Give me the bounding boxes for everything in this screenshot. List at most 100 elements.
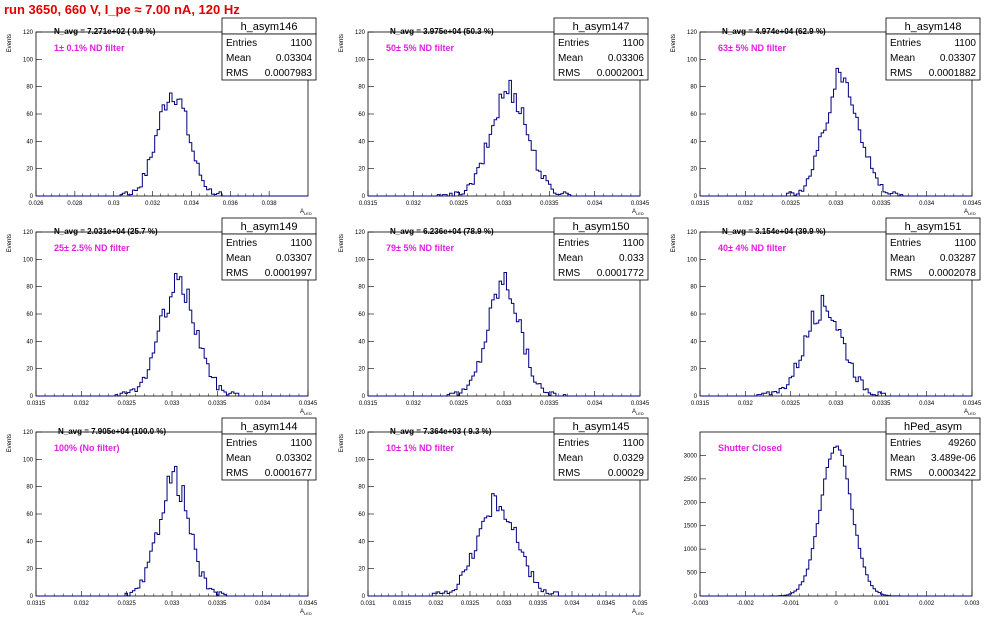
x-tick-label: 0.0325 <box>461 601 480 607</box>
stats-label-entries: Entries <box>558 38 589 49</box>
x-tick-label: 0.033 <box>496 401 512 407</box>
x-tick-label: 0.0315 <box>359 401 378 407</box>
x-tick-label: 0.0345 <box>631 401 650 407</box>
x-axis-label: ALED <box>964 209 976 216</box>
filter-label: 100% (No filter) <box>54 443 120 453</box>
stats-value-rms: 0.0001677 <box>265 468 313 479</box>
histogram-line <box>36 272 308 397</box>
x-axis-label: ALED <box>300 409 312 416</box>
y-axis-label: Events <box>339 34 345 52</box>
stats-label-mean: Mean <box>226 253 251 264</box>
x-tick-label: 0.0325 <box>781 201 800 207</box>
y-axis-label: Events <box>671 34 677 52</box>
histogram-h_asym144: 0 20 40 60 80 100 120 0.0315 0.032 0.0325 0.033 0.0… <box>7 417 318 616</box>
histogram-h_asym146: 0 20 40 60 80 100 120 0.026 0.028 0.03 0.032 0.034 0… <box>7 17 317 216</box>
x-tick-label: 0.0325 <box>449 401 468 407</box>
stats-box: h_asym150 Entries 1100 Mean 0.033 RMS 0.000177… <box>553 217 649 281</box>
x-tick-label: 0.0335 <box>540 401 559 407</box>
y-tick-label: 40 <box>26 339 33 345</box>
stats-value-entries: 1100 <box>622 238 644 249</box>
y-axis-label: Events <box>339 434 345 452</box>
y-axis-label: Events <box>7 234 13 252</box>
x-tick-label: 0.0335 <box>872 201 891 207</box>
histogram-line <box>368 271 640 397</box>
histogram-h_asym150: 0 20 40 60 80 100 120 0.0315 0.032 0.0325 0.033 0.0… <box>339 217 650 416</box>
x-tick-label: 0.003 <box>964 601 980 607</box>
stats-label-entries: Entries <box>890 238 921 249</box>
stats-value-mean: 0.03306 <box>608 53 645 64</box>
y-tick-label: 40 <box>26 139 33 145</box>
x-tick-label: 0.0335 <box>208 401 227 407</box>
y-tick-label: 120 <box>355 230 366 236</box>
x-tick-label: 0.0315 <box>393 601 412 607</box>
stats-label-entries: Entries <box>226 438 257 449</box>
x-axis-label-main: A <box>300 609 304 615</box>
stats-value-rms: 0.0007983 <box>265 68 313 79</box>
x-tick-label: 0.0315 <box>691 201 710 207</box>
y-tick-label: 60 <box>26 112 33 118</box>
stats-box: h_asym148 Entries 1100 Mean 0.03307 RMS 0.0001… <box>885 17 981 81</box>
stats-box: h_asym146 Entries 1100 Mean 0.03304 RMS 0.0007… <box>221 17 317 81</box>
stats-label-rms: RMS <box>226 468 249 479</box>
filter-label: 50± 5% ND filter <box>386 43 454 53</box>
histogram-hPed_asym: 0 500 1000 1500 2000 2500 3000 -0.003 -0.002 -0.0… <box>684 417 981 607</box>
stats-value-mean: 0.03287 <box>940 253 977 264</box>
x-axis-label: ALED <box>632 209 644 216</box>
x-tick-label: 0.0325 <box>117 601 136 607</box>
histogram-line <box>368 493 640 597</box>
y-tick-label: 100 <box>687 257 698 263</box>
stats-label-mean: Mean <box>558 453 583 464</box>
stats-box: h_asym144 Entries 1100 Mean 0.03302 RMS 0.0001… <box>221 417 317 481</box>
stats-label-entries: Entries <box>226 38 257 49</box>
n-avg-label: N_avg = 7.364e+03 ( 9.3 %) <box>390 427 492 436</box>
x-tick-label: 0.0345 <box>597 601 616 607</box>
stats-label-mean: Mean <box>890 453 915 464</box>
x-tick-label: 0.034 <box>587 401 603 407</box>
y-tick-label: 500 <box>687 571 698 577</box>
y-axis-label: Events <box>339 234 345 252</box>
x-tick-label: 0.034 <box>255 601 271 607</box>
histogram-name: h_asym145 <box>573 421 630 433</box>
y-tick-label: 100 <box>23 257 34 263</box>
histogram-h_asym149: 0 20 40 60 80 100 120 0.0315 0.032 0.0325 0.033 0.0… <box>7 217 318 416</box>
x-tick-label: 0.032 <box>406 201 422 207</box>
x-tick-label: 0.002 <box>919 601 935 607</box>
stats-value-entries: 1100 <box>290 438 312 449</box>
histogram-h_asym148: 0 20 40 60 80 100 120 0.0315 0.032 0.0325 0.033 0.0… <box>671 17 982 216</box>
x-tick-label: 0.034 <box>587 201 603 207</box>
filter-label: 79± 5% ND filter <box>386 243 454 253</box>
x-tick-label: 0.032 <box>738 201 754 207</box>
x-tick-label: 0.001 <box>874 601 890 607</box>
n-avg-label: N_avg = 2.031e+04 (25.7 %) <box>54 227 158 236</box>
stats-body <box>885 233 981 281</box>
filter-label: 25± 2.5% ND filter <box>54 243 130 253</box>
histogram-line <box>700 294 972 397</box>
stats-value-rms: 0.0002078 <box>929 268 977 279</box>
y-tick-label: 100 <box>355 257 366 263</box>
stats-value-mean: 0.0329 <box>613 453 644 464</box>
x-tick-label: -0.003 <box>691 601 709 607</box>
y-tick-label: 2500 <box>684 477 698 483</box>
x-axis-label-main: A <box>964 209 968 215</box>
n-avg-label: N_avg = 4.974e+04 (62.9 %) <box>722 27 826 36</box>
x-axis-label: ALED <box>632 409 644 416</box>
histogram-name: h_asym147 <box>573 21 630 33</box>
stats-label-mean: Mean <box>890 53 915 64</box>
histogram-line <box>36 92 308 197</box>
stats-value-rms: 0.0001882 <box>929 68 977 79</box>
x-tick-label: 0.031 <box>360 601 376 607</box>
y-tick-label: 120 <box>23 230 34 236</box>
y-tick-label: 80 <box>26 85 33 91</box>
stats-value-mean: 0.03302 <box>276 453 313 464</box>
x-tick-label: 0.0315 <box>27 601 46 607</box>
y-tick-label: 0 <box>30 594 34 600</box>
x-axis-label-main: A <box>632 609 636 615</box>
x-axis-label-sub: LED <box>304 611 312 616</box>
y-tick-label: 40 <box>690 139 697 145</box>
x-tick-label: 0.034 <box>564 601 580 607</box>
filter-label: 10± 1% ND filter <box>386 443 454 453</box>
n-avg-label: N_avg = 7.905e+04 (100.0 %) <box>58 427 166 436</box>
x-tick-label: 0.028 <box>67 201 83 207</box>
stats-body <box>221 233 317 281</box>
y-tick-label: 0 <box>30 194 34 200</box>
